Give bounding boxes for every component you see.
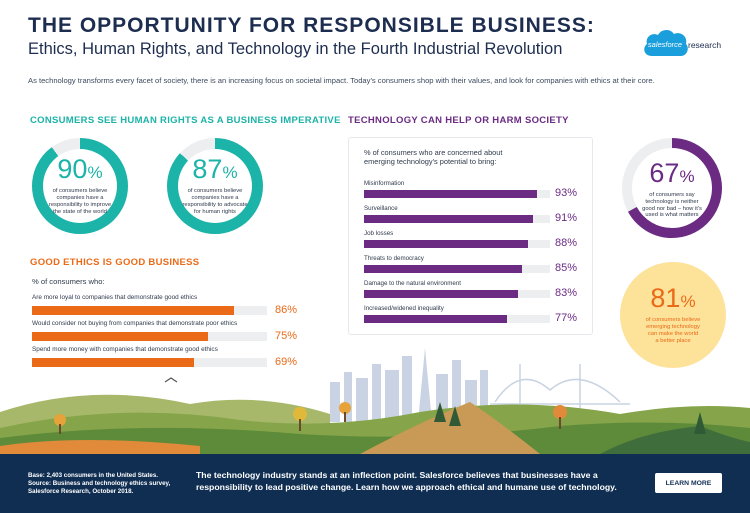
ethics-row-not-buying: Would consider not buying from companies… bbox=[32, 320, 332, 346]
landscape-illustration bbox=[0, 348, 750, 454]
tech-bar-misinformation bbox=[364, 190, 537, 198]
stat-67-circle: 67% of consumers say technology is neith… bbox=[620, 136, 724, 240]
tech-row-label: Job losses bbox=[364, 230, 394, 237]
technology-card bbox=[348, 137, 593, 335]
technology-title: TECHNOLOGY CAN HELP OR HARM SOCIETY bbox=[348, 115, 569, 126]
tech-value: 85% bbox=[555, 262, 578, 274]
bird-icon bbox=[164, 377, 178, 383]
tech-value: 93% bbox=[555, 187, 578, 199]
tech-value: 77% bbox=[555, 312, 578, 324]
footer-bar bbox=[0, 454, 750, 513]
trees bbox=[54, 402, 706, 434]
ethics-title: GOOD ETHICS IS GOOD BUSINESS bbox=[30, 257, 200, 268]
tech-row-label: Threats to democracy bbox=[364, 255, 424, 262]
footer-source: Base: 2,403 consumers in the United Stat… bbox=[28, 472, 171, 495]
stat-90-desc: of consumers believe companies have a re… bbox=[48, 188, 112, 215]
tech-bar-inequality bbox=[364, 315, 508, 323]
page-subtitle: Ethics, Human Rights, and Technology in … bbox=[28, 40, 563, 58]
tech-row-misinformation: Misinformation 93% bbox=[364, 180, 584, 204]
stat-81-desc: of consumers believe emerging technology… bbox=[645, 317, 701, 344]
tech-bar-job-losses bbox=[364, 240, 528, 248]
human-rights-title: CONSUMERS SEE HUMAN RIGHTS AS A BUSINESS… bbox=[30, 115, 341, 126]
ethics-row-spend-more: Spend more money with companies that dem… bbox=[32, 346, 332, 372]
stat-67-desc: of consumers say technology is neither g… bbox=[642, 192, 702, 219]
tech-row-surveillance: Surveillance 91% bbox=[364, 205, 584, 229]
tech-value: 91% bbox=[555, 212, 578, 224]
stat-81-circle: 81% of consumers believe emerging techno… bbox=[620, 262, 726, 368]
ethics-row-label: Spend more money with companies that dem… bbox=[32, 346, 218, 353]
ethics-row-loyal: Are more loyal to companies that demonst… bbox=[32, 294, 332, 320]
stat-90-ring: 90% of consumers believe companies have … bbox=[32, 138, 128, 234]
tech-bar-surveillance bbox=[364, 215, 534, 223]
footer-message: The technology industry stands at an inf… bbox=[196, 470, 617, 492]
stat-87-value: 87% bbox=[192, 154, 238, 185]
ethics-row-label: Would consider not buying from companies… bbox=[32, 320, 238, 327]
ethics-bar-not-buying bbox=[32, 332, 209, 341]
ethics-value: 75% bbox=[275, 330, 298, 342]
ethics-row-label: Are more loyal to companies that demonst… bbox=[32, 294, 198, 301]
tech-bar-democracy bbox=[364, 265, 523, 273]
stat-87-ring: 87% of consumers believe companies have … bbox=[167, 138, 263, 234]
logo-word: salesforce bbox=[648, 40, 682, 49]
intro-text: As technology transforms every facet of … bbox=[28, 76, 655, 85]
ethics-bar-loyal bbox=[32, 306, 235, 315]
ethics-label: % of consumers who: bbox=[32, 277, 105, 286]
tech-value: 88% bbox=[555, 237, 578, 249]
tech-row-label: Increased/widened inequality bbox=[364, 305, 444, 312]
stat-67-value: 67% bbox=[649, 158, 695, 188]
tech-row-label: Misinformation bbox=[364, 180, 405, 187]
stat-90-value: 90% bbox=[57, 154, 103, 185]
logo-suffix: research bbox=[688, 40, 722, 50]
tech-row-label: Damage to the natural environment bbox=[364, 280, 461, 287]
ethics-bar-spend-more bbox=[32, 358, 195, 367]
technology-card-heading: % of consumers who are concerned about e… bbox=[364, 148, 503, 166]
stat-87-desc: of consumers believe companies have a re… bbox=[182, 188, 248, 215]
ethics-value: 86% bbox=[275, 304, 298, 316]
tech-value: 83% bbox=[555, 287, 578, 299]
tech-bar-environment bbox=[364, 290, 519, 298]
tech-row-environment: Damage to the natural environment 83% bbox=[364, 280, 584, 304]
learn-more-button[interactable]: LEARN MORE bbox=[655, 473, 722, 493]
stat-67-arc bbox=[622, 138, 722, 238]
page-title: THE OPPORTUNITY FOR RESPONSIBLE BUSINESS… bbox=[28, 14, 595, 37]
tech-row-job-losses: Job losses 88% bbox=[364, 230, 584, 254]
tech-row-label: Surveillance bbox=[364, 205, 398, 212]
tech-row-democracy: Threats to democracy 85% bbox=[364, 255, 584, 279]
ethics-value: 69% bbox=[275, 356, 298, 368]
tech-row-inequality: Increased/widened inequality 77% bbox=[364, 305, 584, 329]
stat-81-value: 81% bbox=[650, 283, 696, 314]
salesforce-cloud-icon: salesforce bbox=[644, 29, 688, 56]
